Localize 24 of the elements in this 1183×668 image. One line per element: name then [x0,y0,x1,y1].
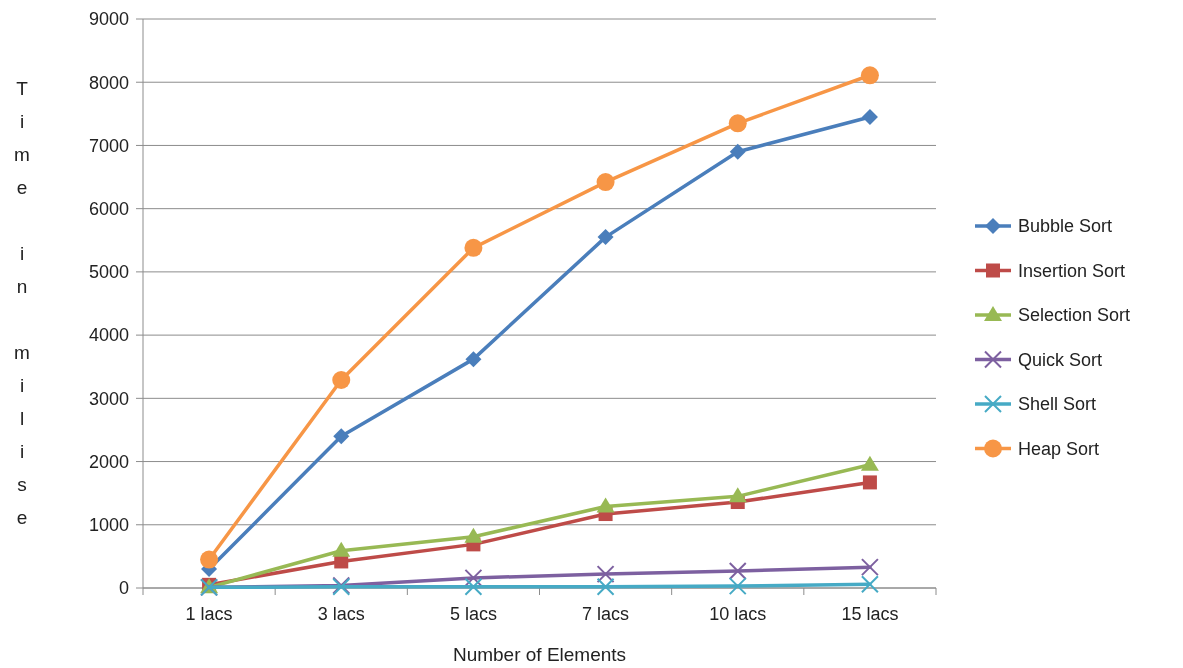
legend-label: Selection Sort [1018,305,1131,326]
y-tick-label: 5000 [88,262,129,283]
y-tick-label: 8000 [88,72,129,93]
y-tick-label: 3000 [88,388,129,409]
y-tick-label: 4000 [88,325,129,346]
legend-label: Quick Sort [1018,349,1103,370]
legend-label: Insertion Sort [1018,260,1126,281]
x-tick-label: 10 lacs [709,604,767,624]
text: Time in milise [14,78,30,528]
y-tick-label: 6000 [88,198,129,219]
y-tick-label: 2000 [88,451,129,472]
y-tick-label: 7000 [88,135,129,156]
legend-label: Heap Sort [1018,438,1100,459]
x-tick-label: 1 lacs [185,604,233,624]
legend-label: Shell Sort [1018,394,1097,415]
x-tick-label: 15 lacs [841,604,899,624]
y-tick-label: 0 [118,578,129,599]
legend-label: Bubble Sort [1018,216,1113,237]
y-tick-label: 1000 [88,515,129,536]
x-axis-title: Number of Elements [452,644,627,665]
y-tick-label: 9000 [88,9,129,30]
x-tick-label: 3 lacs [317,604,365,624]
x-tick-label: 5 lacs [449,604,497,624]
x-tick-label: 7 lacs [582,604,630,624]
